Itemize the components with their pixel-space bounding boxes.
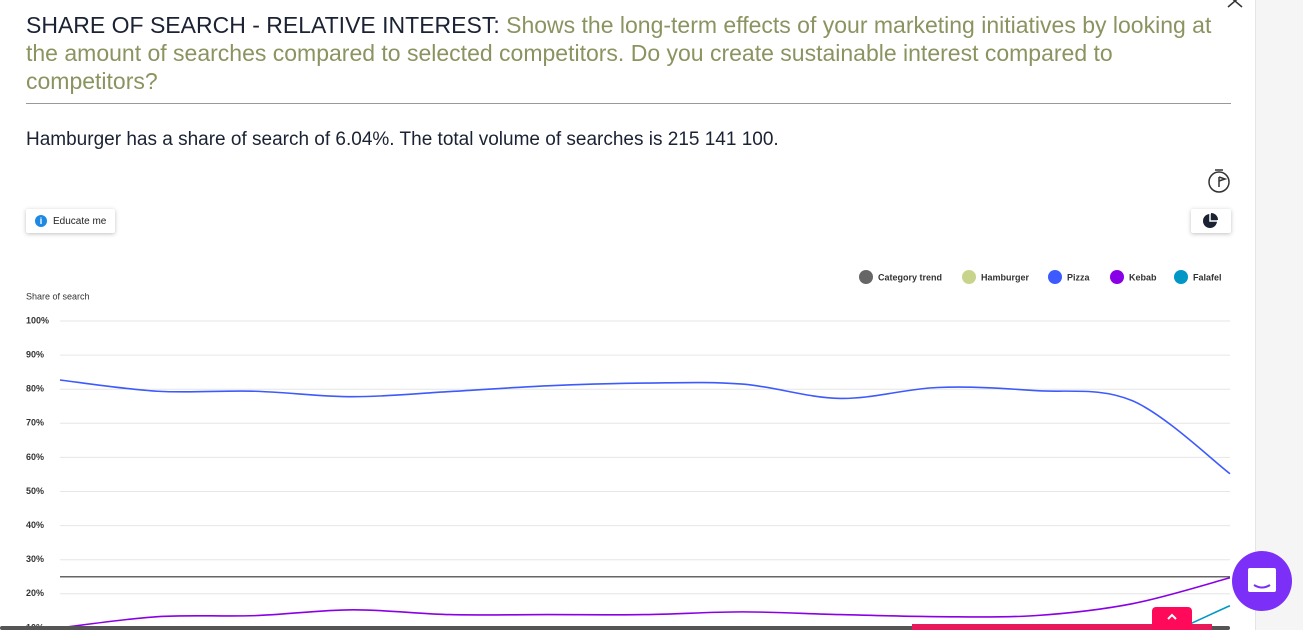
pie-icon xyxy=(1203,213,1218,228)
y-tick-label: 20% xyxy=(26,588,44,598)
series-line xyxy=(59,576,1231,629)
legend-swatch xyxy=(859,270,873,284)
y-axis-label: Share of search xyxy=(26,291,90,301)
divider xyxy=(26,103,1231,104)
header: SHARE OF SEARCH - RELATIVE INTEREST: Sho… xyxy=(26,11,1236,95)
header-title: SHARE OF SEARCH - RELATIVE INTEREST: xyxy=(26,12,500,38)
legend-label: Category trend xyxy=(878,272,942,282)
info-icon: i xyxy=(35,215,47,227)
scrollbar-area xyxy=(1255,0,1303,630)
banner xyxy=(912,624,1212,630)
header-description: Shows the long-term effects of your mark… xyxy=(26,12,1212,94)
scroll-top-button[interactable] xyxy=(1152,607,1192,630)
close-icon[interactable] xyxy=(1227,0,1243,8)
y-tick-label: 40% xyxy=(26,520,44,530)
timer-icon[interactable] xyxy=(1208,169,1230,193)
y-tick-label: 90% xyxy=(26,349,44,359)
educate-label: Educate me xyxy=(53,215,107,227)
y-tick-label: 80% xyxy=(26,384,44,394)
legend-label: Kebab xyxy=(1129,272,1157,282)
y-tick-label: 60% xyxy=(26,452,44,462)
y-tick-label: 30% xyxy=(26,554,44,564)
educate-button[interactable]: i Educate me xyxy=(26,209,115,233)
legend-label: Pizza xyxy=(1067,272,1091,282)
legend-label: Falafel xyxy=(1193,272,1222,282)
legend-swatch xyxy=(962,270,976,284)
legend-swatch xyxy=(1048,270,1062,284)
y-tick-label: 100% xyxy=(26,315,49,325)
legend-swatch xyxy=(1110,270,1124,284)
series-line xyxy=(59,379,1231,475)
y-tick-label: 70% xyxy=(26,418,44,428)
legend-label: Hamburger xyxy=(981,272,1030,282)
legend-swatch xyxy=(1174,270,1188,284)
pie-toggle[interactable] xyxy=(1191,209,1231,233)
summary: Hamburger has a share of search of 6.04%… xyxy=(26,129,779,150)
y-tick-label: 50% xyxy=(26,486,44,496)
